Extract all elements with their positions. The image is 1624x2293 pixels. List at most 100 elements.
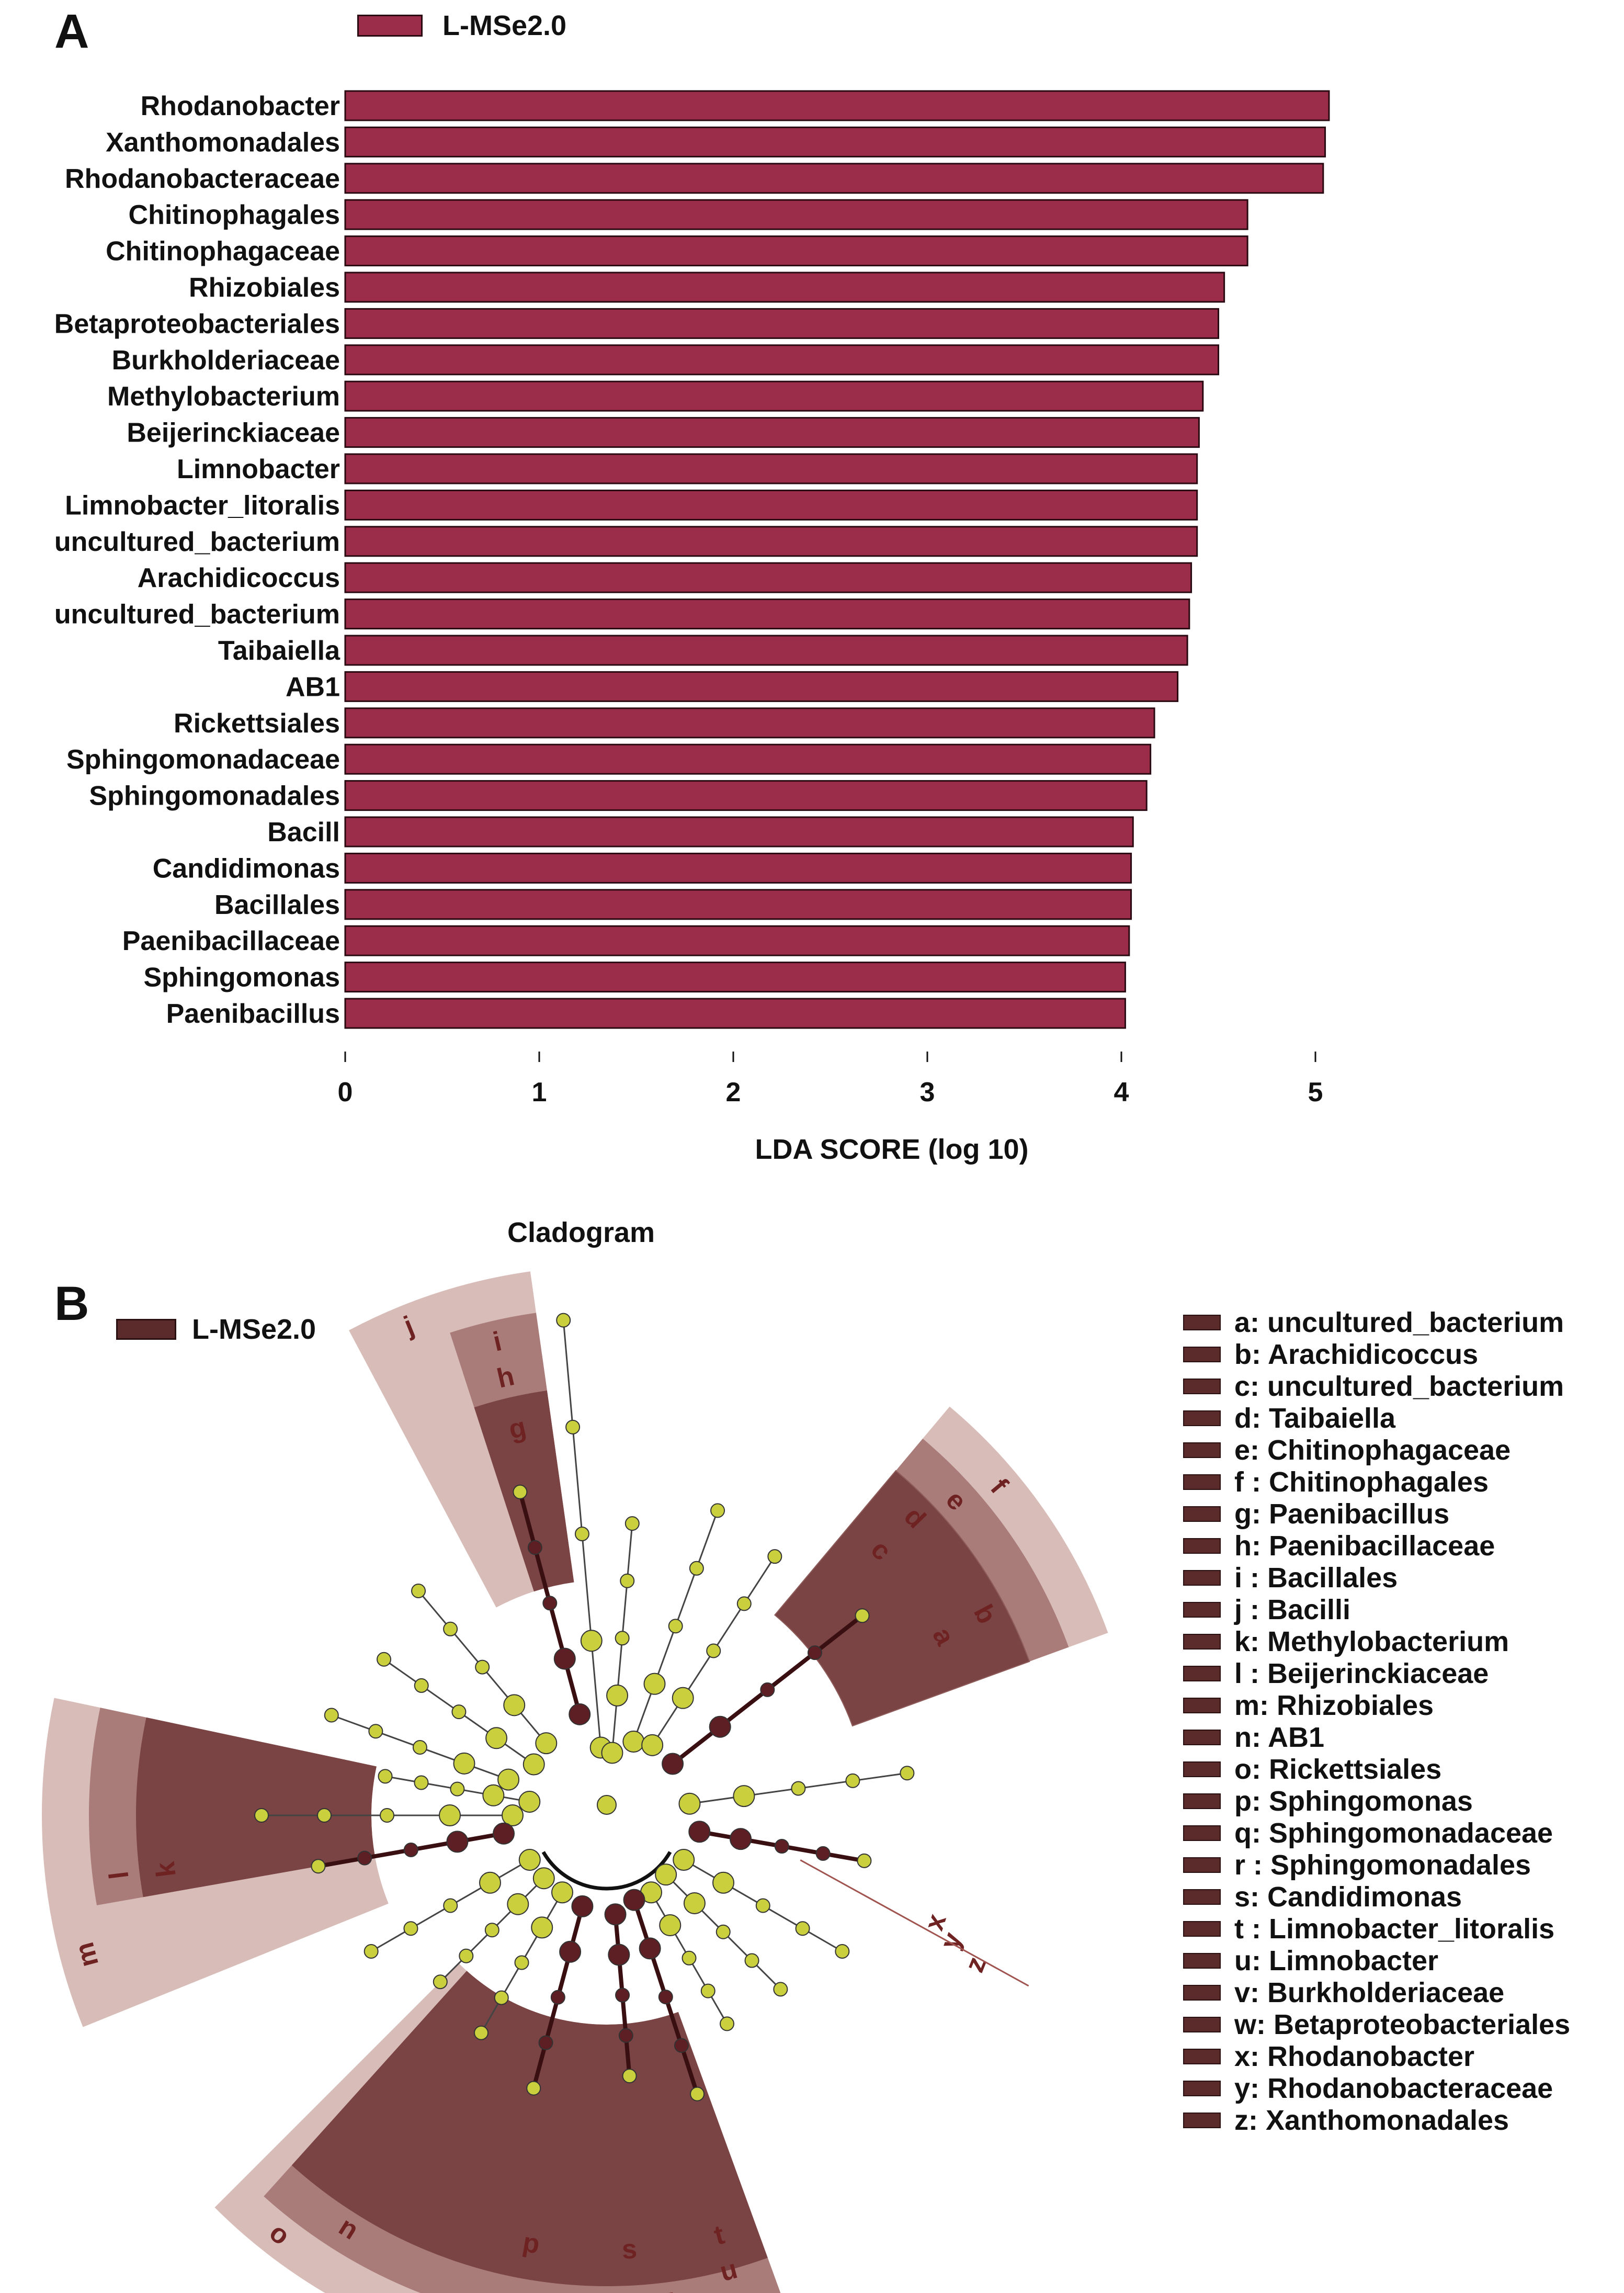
bar [344, 816, 1134, 848]
clade-node [710, 1503, 725, 1518]
branch [439, 1878, 544, 1983]
legend-label: L-MSe2.0 [192, 1314, 316, 1345]
bar-label: Candidimonas [153, 853, 340, 884]
key-swatch [1183, 1442, 1221, 1458]
sector-letter: l [104, 1870, 134, 1881]
sector-letter: n [334, 2211, 364, 2246]
clade-node [601, 1742, 623, 1764]
bar [344, 344, 1219, 376]
clade-node [535, 1732, 558, 1755]
key-label: n: AB1 [1234, 1721, 1324, 1753]
key-swatch [1183, 1506, 1221, 1522]
bar [344, 925, 1130, 956]
clade-sector [774, 1470, 1030, 1727]
key-swatch [1183, 1378, 1221, 1394]
bar-label: Rickettsiales [174, 708, 340, 739]
branch [632, 1510, 719, 1742]
clade-node [683, 1892, 706, 1914]
x-axis-label: LDA SCORE (log 10) [755, 1134, 1028, 1165]
clade-node [433, 1974, 448, 1990]
key-item: v: Burkholderiaceae [1183, 1976, 1504, 2008]
clade-node [774, 1839, 789, 1854]
bar-label: Chitinophagales [129, 200, 340, 230]
clade-node [807, 1645, 822, 1661]
clade-node [668, 1619, 683, 1634]
bar [344, 707, 1155, 739]
root-node [597, 1795, 617, 1815]
clade-node [733, 1785, 755, 1808]
clade-sector [89, 1708, 377, 1905]
key-label: i : Bacillales [1234, 1562, 1398, 1594]
bar-label: Arachidicoccus [138, 563, 340, 593]
x-tick-label: 0 [338, 1077, 353, 1108]
clade-node [527, 1540, 542, 1555]
key-label: z: Xanthomonadales [1234, 2104, 1509, 2136]
clade-node [532, 1867, 555, 1890]
sector-letter: t [711, 2219, 728, 2251]
key-item: f : Chitinophagales [1183, 1466, 1489, 1498]
bar [344, 852, 1132, 884]
key-item: a: uncultured_bacterium [1183, 1306, 1564, 1338]
clade-sector [775, 1406, 1108, 1726]
clade-node [580, 1630, 603, 1652]
bar-label: Burkholderiaceae [112, 345, 340, 376]
clade-node [730, 1828, 752, 1850]
key-label: y: Rhodanobacteraceae [1234, 2072, 1553, 2104]
clade-sector [349, 1271, 574, 1608]
clade-node [700, 1983, 716, 1998]
key-item: z: Xanthomonadales [1183, 2104, 1509, 2136]
clade-node [736, 1596, 752, 1611]
bar-label: uncultured_bacterium [54, 527, 340, 557]
branch [665, 1874, 781, 1990]
clade-node [514, 1955, 529, 1970]
key-label: u: Limnobacter [1234, 1945, 1439, 1976]
key-swatch [1183, 1569, 1221, 1586]
branch [650, 1892, 728, 2025]
clade-node [569, 1703, 591, 1725]
branch [671, 1614, 864, 1766]
bar [344, 126, 1326, 157]
key-swatch [1183, 2048, 1221, 2064]
clade-node [720, 2016, 734, 2031]
sector-letter: z [959, 1952, 993, 1976]
clade-node [615, 1631, 630, 1646]
sector-letter: v [657, 2283, 676, 2293]
branch [651, 1556, 776, 1746]
clade-node [513, 1484, 528, 1499]
clade-node [553, 1647, 576, 1670]
clade-node [254, 1808, 269, 1823]
bar-label: Betaproteobacteriales [54, 309, 340, 339]
clade-node [503, 1694, 526, 1716]
clade-node [604, 1903, 627, 1926]
bar-label: Beijerinckiaceae [127, 418, 340, 448]
key-item: h: Paenibacillaceae [1183, 1530, 1495, 1562]
branch [317, 1831, 504, 1869]
clade-node [622, 1731, 645, 1753]
clade-node [507, 1893, 529, 1915]
clade-node [403, 1842, 418, 1857]
clade-node [324, 1708, 339, 1723]
key-swatch [1183, 1633, 1221, 1650]
clade-node [443, 1898, 458, 1913]
clade-node [716, 1924, 731, 1939]
key-swatch [1183, 2112, 1221, 2128]
key-label: g: Paenibacillus [1234, 1498, 1450, 1530]
clade-node [624, 1516, 640, 1531]
key-item: e: Chitinophagaceae [1183, 1434, 1511, 1466]
x-tick-label: 1 [532, 1077, 547, 1108]
bar [344, 417, 1200, 448]
bar [344, 671, 1179, 702]
clade-node [622, 2069, 637, 2084]
bar-label: Rhizobiales [189, 273, 340, 303]
clade-node [411, 1584, 426, 1599]
clade-node [589, 1736, 612, 1759]
clade-node [640, 1881, 662, 1904]
key-item: k: Methylobacterium [1183, 1625, 1509, 1657]
key-swatch [1183, 1314, 1221, 1330]
clade-node [744, 1953, 759, 1968]
clade-sector [41, 1698, 389, 2027]
key-item: i : Bacillales [1183, 1562, 1398, 1594]
clade-sector [291, 1971, 768, 2286]
clade-node [451, 1704, 467, 1720]
bar-label: Bacillales [214, 890, 340, 920]
